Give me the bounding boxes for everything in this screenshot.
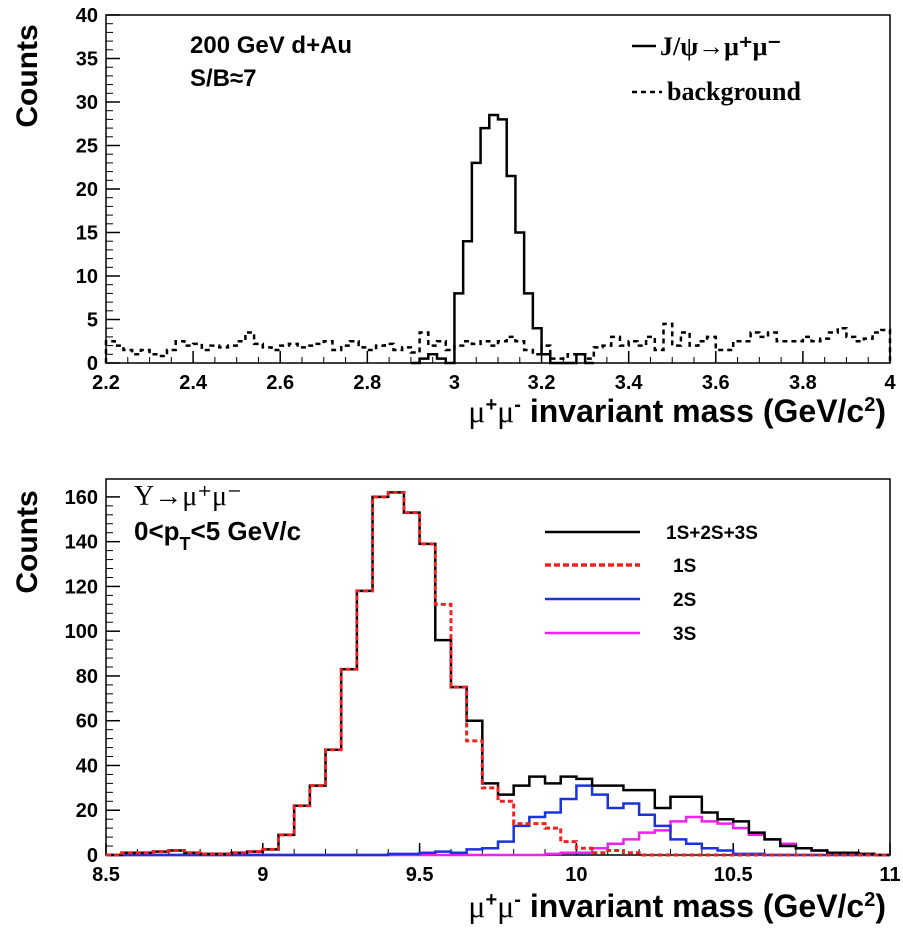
upsilon-y-tick-label: 100	[65, 621, 98, 643]
jpsi-x-tick-label: 3.6	[702, 372, 730, 394]
jpsi-x-tick-label: 3.4	[615, 372, 644, 394]
upsilon-legend-label: 1S	[673, 556, 696, 577]
jpsi-y-tick-label: 5	[87, 310, 98, 332]
upsilon-panel: 8.5 9 9.5 10 10.5 11 0 20 40 60 80 100 120 140 160 Cou…	[11, 478, 901, 924]
jpsi-x-tick-label: 3.2	[528, 372, 556, 394]
upsilon-x-axis-title: μ+μ- invariant mass (GeV/c2)	[468, 888, 886, 924]
jpsi-y-tick-label: 35	[76, 49, 98, 71]
jpsi-tick-labels: 2.2 2.4 2.6 2.8 3 3.2 3.4 3.6 3.8 405101520253035…	[76, 5, 897, 394]
upsilon-legend: 1S+2S+3S 1S 2S 3S	[545, 523, 758, 645]
jpsi-background-histogram	[104, 322, 892, 363]
jpsi-x-tick-label: 2.8	[353, 372, 381, 394]
upsilon-x-tick-label: 10	[565, 864, 587, 886]
upsilon-y-axis-title: Counts	[11, 490, 44, 593]
upsilon-x-tick-label: 9	[257, 864, 268, 886]
jpsi-y-tick-label: 20	[76, 179, 98, 201]
jpsi-x-tick-label: 2.6	[266, 372, 294, 394]
jpsi-annotation-signal-to-background: S/B≈7	[190, 65, 257, 92]
upsilon-y-tick-label: 160	[65, 487, 98, 509]
upsilon-y-tick-label: 120	[65, 576, 98, 598]
upsilon-x-tick-label: 10.5	[714, 864, 753, 886]
upsilon-annotation-pt-range: 0<pT<5 GeV/c	[134, 516, 301, 554]
upsilon-y-tick-label: 20	[76, 800, 98, 822]
jpsi-x-tick-label: 2.4	[179, 372, 208, 394]
jpsi-x-tick-label: 3.8	[789, 372, 817, 394]
upsilon-y-tick-label: 140	[65, 532, 98, 554]
upsilon-y-tick-label: 60	[76, 711, 98, 733]
jpsi-y-tick-label: 40	[76, 5, 98, 27]
jpsi-y-tick-label: 15	[76, 223, 98, 245]
upsilon-legend-label: 1S+2S+3S	[666, 523, 758, 544]
jpsi-annotation-energy: 200 GeV d+Au	[190, 32, 352, 59]
jpsi-y-tick-label: 30	[76, 92, 98, 114]
jpsi-legend: J/ψ→μ⁺μ⁻ background	[632, 32, 801, 106]
jpsi-legend-label-signal: J/ψ→μ⁺μ⁻	[660, 32, 781, 61]
upsilon-histogram-2s	[106, 784, 890, 857]
upsilon-y-tick-label: 80	[76, 666, 98, 688]
upsilon-x-tick-label: 11	[879, 864, 900, 886]
upsilon-series	[106, 490, 890, 857]
jpsi-series	[104, 113, 892, 365]
upsilon-x-tick-label: 8.5	[92, 864, 120, 886]
jpsi-y-tick-label: 0	[87, 353, 98, 375]
upsilon-annotation-decay: Υ→μ⁺μ⁻	[134, 481, 242, 512]
jpsi-x-axis-title: μ+μ- invariant mass (GeV/c2)	[468, 393, 886, 429]
upsilon-tick-labels: 8.5 9 9.5 10 10.5 11 0 20 40 60 80 100 120 140 160	[65, 487, 901, 886]
upsilon-axis-ticks	[105, 496, 891, 856]
upsilon-legend-label: 3S	[673, 624, 696, 645]
upsilon-x-tick-label: 9.5	[406, 864, 434, 886]
upsilon-y-tick-label: 40	[76, 755, 98, 777]
jpsi-legend-label-background: background	[667, 77, 801, 106]
jpsi-x-tick-label: 4	[884, 372, 896, 394]
jpsi-x-tick-label: 3	[449, 372, 460, 394]
upsilon-y-tick-label: 0	[87, 845, 98, 867]
jpsi-y-tick-label: 10	[76, 266, 98, 288]
jpsi-x-tick-label: 2.2	[92, 372, 120, 394]
jpsi-signal-histogram	[410, 113, 594, 365]
upsilon-histogram-1s	[106, 490, 890, 857]
jpsi-panel: 2.2 2.4 2.6 2.8 3 3.2 3.4 3.6 3.8 405101520253035…	[11, 5, 896, 429]
jpsi-y-tick-label: 25	[76, 136, 98, 158]
upsilon-legend-label: 2S	[673, 590, 696, 611]
upsilon-histogram-1s-2s-3s	[106, 491, 890, 857]
jpsi-y-axis-title: Counts	[11, 24, 44, 127]
